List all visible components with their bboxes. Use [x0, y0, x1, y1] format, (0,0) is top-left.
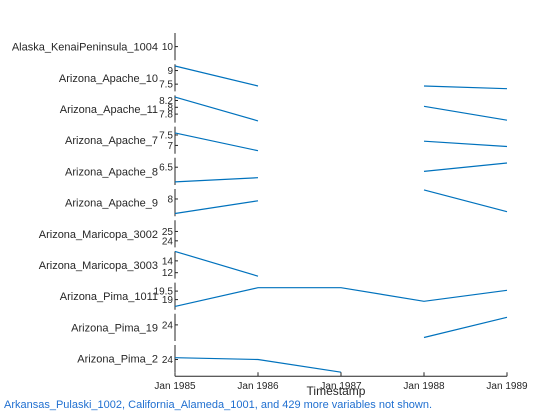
y-tick-label: 7.8 — [159, 110, 173, 121]
series-label: Arizona_Apache_7 — [65, 135, 158, 147]
series-label: Arizona_Apache_11 — [60, 104, 158, 116]
hidden-variables-note: Arkansas_Pulaski_1002, California_Alamed… — [4, 399, 433, 411]
series-line — [423, 189, 508, 213]
x-tick-label: Jan 1986 — [237, 381, 279, 392]
series-line — [174, 96, 259, 122]
x-tick-label: Jan 1985 — [154, 381, 196, 392]
series-label: Arizona_Pima_1011 — [60, 291, 158, 303]
y-tick-label: 25 — [162, 227, 174, 238]
y-tick-label: 9 — [167, 66, 173, 77]
y-tick-label: 7.5 — [159, 80, 173, 91]
series-line — [174, 177, 259, 183]
y-tick-label: 7 — [167, 141, 173, 152]
series-label: Arizona_Pima_2 — [77, 354, 158, 366]
series-label: Arizona_Maricopa_3002 — [39, 229, 158, 241]
series-line — [423, 105, 508, 121]
x-tick-label: Jan 1987 — [320, 381, 362, 392]
series-line — [423, 140, 508, 148]
series-label: Arizona_Maricopa_3003 — [39, 260, 158, 272]
series-line — [174, 357, 342, 373]
series-line — [174, 200, 259, 215]
x-tick-label: Jan 1988 — [403, 381, 445, 392]
y-tick-label: 24 — [162, 236, 174, 247]
series-line — [423, 85, 508, 90]
series-label: Arizona_Apache_10 — [59, 73, 158, 85]
y-tick-label: 19.5 — [154, 287, 174, 298]
y-tick-label: 8 — [167, 194, 173, 205]
series-line — [174, 65, 259, 87]
y-tick-label: 24 — [162, 355, 174, 366]
y-tick-label: 7.5 — [159, 130, 173, 141]
series-label: Arizona_Apache_9 — [65, 198, 158, 210]
series-label: Arizona_Apache_8 — [65, 166, 158, 178]
y-tick-label: 19 — [162, 295, 174, 306]
y-tick-label: 10 — [162, 42, 174, 53]
x-tick-label: Jan 1989 — [486, 381, 528, 392]
y-tick-label: 8.2 — [159, 96, 173, 107]
series-line — [174, 250, 259, 277]
y-tick-label: 6.5 — [159, 163, 173, 174]
series-label: Arizona_Pima_19 — [71, 322, 158, 334]
series-line — [423, 162, 508, 172]
series-line — [174, 287, 508, 307]
series-line — [174, 132, 259, 152]
series-label: Alaska_KenaiPeninsula_1004 — [12, 42, 158, 54]
x-axis-label: Timestamp — [307, 384, 366, 398]
y-tick-label: 12 — [162, 268, 174, 279]
y-tick-label: 8 — [167, 103, 173, 114]
y-tick-label: 24 — [162, 320, 174, 331]
series-line — [423, 316, 508, 339]
y-tick-label: 14 — [162, 256, 174, 267]
